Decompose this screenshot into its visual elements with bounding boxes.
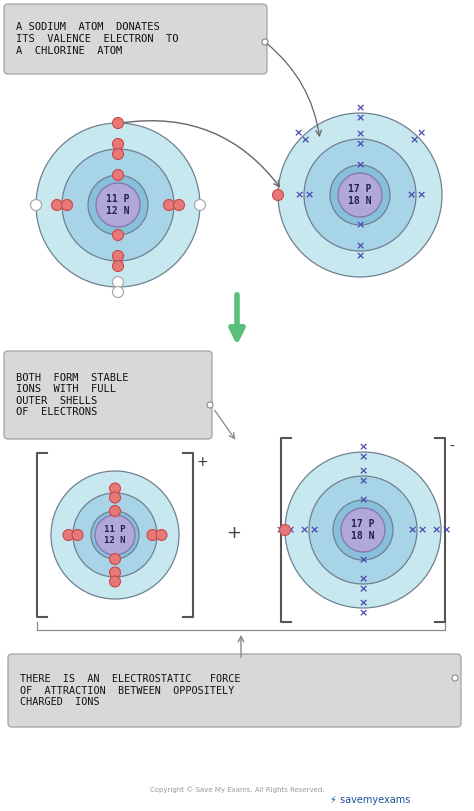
Circle shape (30, 200, 42, 211)
FancyBboxPatch shape (4, 351, 212, 439)
Circle shape (52, 200, 63, 211)
Text: ×: × (356, 241, 365, 251)
Text: ×: × (310, 525, 319, 535)
Text: ⚡ savemyexams: ⚡ savemyexams (330, 795, 410, 805)
Text: 11 P
12 N: 11 P 12 N (106, 194, 130, 216)
Circle shape (63, 530, 74, 540)
Text: ×: × (299, 525, 309, 535)
Text: ×: × (431, 525, 441, 535)
Text: ×: × (417, 525, 427, 535)
Text: A SODIUM  ATOM  DONATES
ITS  VALENCE  ELECTRON  TO
A  CHLORINE  ATOM: A SODIUM ATOM DONATES ITS VALENCE ELECTR… (16, 23, 179, 56)
Circle shape (109, 553, 120, 564)
Text: ×: × (275, 525, 285, 535)
Text: ×: × (406, 190, 416, 200)
Circle shape (96, 183, 140, 227)
Text: ×: × (356, 220, 365, 230)
Text: ×: × (294, 190, 304, 200)
Circle shape (88, 175, 148, 235)
Text: ×: × (417, 128, 426, 139)
Text: ×: × (358, 466, 368, 476)
Circle shape (304, 139, 416, 251)
Circle shape (62, 149, 174, 261)
Circle shape (164, 200, 174, 211)
Text: ×: × (356, 129, 365, 139)
Circle shape (262, 39, 268, 45)
Text: 17 P
18 N: 17 P 18 N (348, 184, 372, 206)
Text: ×: × (358, 608, 368, 618)
Text: BOTH  FORM  STABLE
IONS  WITH  FULL
OUTER  SHELLS
OF  ELECTRONS: BOTH FORM STABLE IONS WITH FULL OUTER SH… (16, 372, 128, 418)
Circle shape (112, 169, 124, 181)
Circle shape (112, 286, 124, 298)
Circle shape (112, 118, 124, 128)
Circle shape (95, 515, 135, 555)
FancyBboxPatch shape (4, 4, 267, 74)
Text: ×: × (304, 190, 314, 200)
Circle shape (273, 190, 283, 200)
Circle shape (72, 530, 83, 540)
Text: ×: × (356, 160, 365, 170)
Circle shape (173, 200, 184, 211)
Text: ×: × (356, 113, 365, 123)
Text: ×: × (358, 442, 368, 452)
Circle shape (280, 525, 291, 535)
Circle shape (285, 452, 441, 608)
Circle shape (278, 113, 442, 277)
Circle shape (109, 492, 120, 503)
Circle shape (112, 139, 124, 149)
Text: ×: × (356, 251, 365, 261)
Text: -: - (449, 440, 454, 454)
Circle shape (62, 200, 73, 211)
Text: +: + (197, 455, 209, 469)
Text: ×: × (358, 584, 368, 594)
Text: ×: × (358, 598, 368, 608)
Text: ×: × (285, 525, 295, 535)
Text: ×: × (356, 103, 365, 113)
Circle shape (330, 165, 390, 225)
Circle shape (112, 148, 124, 160)
Circle shape (207, 402, 213, 408)
Text: ×: × (410, 135, 419, 145)
Text: 17 P
18 N: 17 P 18 N (351, 519, 375, 541)
Text: ×: × (358, 452, 368, 462)
Text: +: + (227, 524, 241, 542)
Text: Copyright © Save My Exams. All Rights Reserved.: Copyright © Save My Exams. All Rights Re… (150, 787, 324, 793)
Circle shape (36, 123, 200, 287)
FancyBboxPatch shape (8, 654, 461, 727)
Text: ×: × (441, 525, 451, 535)
Circle shape (309, 476, 417, 584)
Text: THERE  IS  AN  ELECTROSTATIC   FORCE
OF  ATTRACTION  BETWEEN  OPPOSITELY
CHARGED: THERE IS AN ELECTROSTATIC FORCE OF ATTRA… (20, 674, 240, 707)
Circle shape (109, 483, 120, 494)
Text: ×: × (273, 190, 283, 200)
Circle shape (147, 530, 158, 540)
Circle shape (333, 500, 393, 560)
Circle shape (452, 675, 458, 681)
Text: ×: × (358, 476, 368, 486)
Circle shape (91, 511, 139, 559)
Circle shape (194, 200, 206, 211)
Text: ×: × (416, 190, 426, 200)
Circle shape (112, 251, 124, 261)
Text: ×: × (294, 128, 303, 139)
Text: ×: × (358, 574, 368, 584)
Text: ×: × (358, 495, 368, 505)
Circle shape (112, 260, 124, 272)
Circle shape (112, 277, 124, 288)
Circle shape (51, 471, 179, 599)
Circle shape (73, 493, 157, 577)
Circle shape (109, 505, 120, 517)
Text: ×: × (407, 525, 417, 535)
Circle shape (341, 508, 385, 552)
Text: 11 P
12 N: 11 P 12 N (104, 526, 126, 545)
Circle shape (338, 173, 382, 217)
Text: ×: × (356, 139, 365, 149)
Circle shape (109, 576, 120, 587)
Circle shape (156, 530, 167, 540)
Text: ×: × (301, 135, 310, 145)
Circle shape (109, 567, 120, 578)
Circle shape (112, 230, 124, 241)
Text: ×: × (358, 555, 368, 565)
